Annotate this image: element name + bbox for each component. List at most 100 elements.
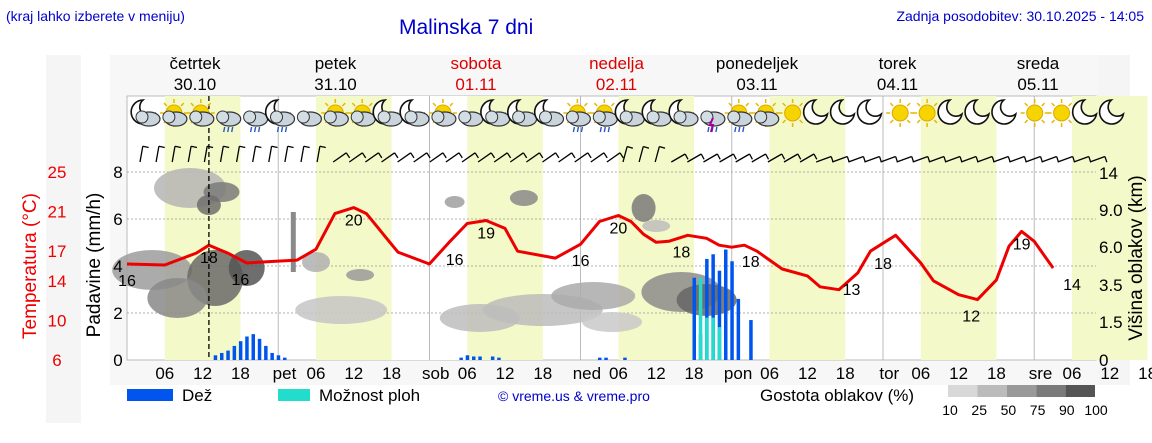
- storm-bar: [698, 277, 703, 360]
- wind-barb-shaft: [461, 152, 476, 163]
- wind-barb: [526, 152, 544, 163]
- wind-barb-feather: [377, 152, 383, 159]
- temp-label: 18: [673, 244, 691, 261]
- temp-label: 16: [572, 253, 590, 270]
- sun-ray: [799, 119, 804, 124]
- temp-label: 20: [345, 213, 363, 230]
- moon-icon: [802, 99, 829, 125]
- raindrop: [249, 126, 253, 133]
- x-tick: 18: [1138, 364, 1152, 383]
- wind-barb-shaft: [332, 152, 347, 163]
- wind-barb-feather: [474, 152, 479, 159]
- rain-bar: [724, 249, 728, 360]
- raindrop: [280, 126, 284, 133]
- cloud-scale-swatch: [1065, 385, 1095, 397]
- sun-ray: [1051, 102, 1056, 107]
- x-tick: 06: [1063, 364, 1082, 383]
- cloud-icon: [485, 110, 499, 124]
- x-tick: 12: [1100, 364, 1119, 383]
- wind-barb-shaft: [413, 152, 428, 163]
- wind-barb: [348, 152, 367, 163]
- x-tick: 06: [760, 364, 779, 383]
- wind-barb-shaft: [880, 155, 896, 163]
- temp-tick: 21: [48, 203, 67, 222]
- wind-barb-shaft: [719, 153, 734, 163]
- rain-bar: [270, 352, 274, 360]
- wind-barb: [445, 152, 463, 163]
- cloud-icon: [458, 110, 472, 124]
- wind-barb-shaft: [155, 146, 160, 163]
- wind-barb-feather: [271, 145, 278, 149]
- day-date: 02.11: [596, 75, 637, 94]
- x-tick: tor: [879, 364, 899, 383]
- moon-icon: [856, 99, 883, 125]
- cloud-scale-swatch: [1006, 385, 1037, 397]
- wind-barb: [397, 152, 415, 163]
- sun-cloud-rain-icon: [724, 99, 753, 133]
- wind-barb-feather: [345, 152, 351, 159]
- sun-icon: [1053, 104, 1071, 122]
- wind-barb: [1089, 155, 1108, 163]
- wind-barb-feather: [190, 145, 198, 149]
- wind-barb: [670, 153, 689, 163]
- cloud-scale-swatch: [1036, 385, 1066, 397]
- wind-barb-feather: [522, 152, 528, 159]
- daytime-band: [769, 96, 846, 360]
- wind-barb-feather: [643, 145, 650, 149]
- cloud-icon: [673, 110, 687, 124]
- wind-barb-feather: [410, 152, 415, 159]
- x-tick: 12: [193, 364, 212, 383]
- wind-barb-feather: [442, 152, 447, 159]
- wind-barb-feather: [223, 145, 230, 149]
- sun-ray: [190, 102, 195, 107]
- storm-bar: [705, 317, 709, 360]
- sun-ray: [1068, 102, 1073, 107]
- sun-icon: [1047, 99, 1076, 127]
- sun-icon: [891, 104, 909, 122]
- wind-barb-shaft: [799, 153, 815, 163]
- wind-barb-feather: [748, 153, 753, 160]
- cloud-area: [346, 269, 375, 281]
- moon-cloud-rain-icon: [264, 99, 296, 133]
- x-tick: 18: [836, 364, 855, 383]
- wind-barb: [542, 152, 560, 163]
- wind-barb-feather: [684, 153, 689, 160]
- cloud-scale-label: 100: [1084, 402, 1108, 418]
- temp-tick: 14: [48, 272, 67, 291]
- raindrop: [607, 126, 610, 133]
- wind-barb-shaft: [783, 153, 799, 163]
- x-tick: 12: [647, 364, 666, 383]
- cloud-height-tick: 9.0: [1099, 201, 1123, 220]
- sun-ray: [583, 102, 588, 107]
- x-tick: 18: [533, 364, 552, 383]
- rain-bar: [283, 357, 287, 360]
- x-tick: 12: [949, 364, 968, 383]
- wind-barb-shaft: [574, 152, 589, 163]
- wind-barb-feather: [361, 152, 367, 159]
- cloud-icon: [565, 110, 579, 124]
- wind-barb: [139, 145, 149, 163]
- wind-barb: [332, 152, 351, 163]
- temp-tick: 17: [48, 242, 67, 261]
- raindrop: [231, 126, 234, 133]
- wind-barb: [751, 153, 770, 163]
- wind-barb-shaft: [735, 153, 750, 163]
- wind-barb: [767, 153, 786, 163]
- cloud-area: [642, 220, 671, 232]
- cloud-scale-label: 25: [971, 402, 987, 418]
- wind-barb-feather: [255, 145, 262, 149]
- legend-storm-label: Možnost ploh: [319, 386, 420, 405]
- sun-cloud-rain-icon: [563, 99, 592, 133]
- sun-icon: [1020, 99, 1049, 127]
- sun-ray: [610, 102, 615, 107]
- wind-barb-shaft: [252, 146, 257, 163]
- wind-barb-feather: [765, 153, 770, 160]
- temp-tick: 6: [52, 351, 61, 370]
- sun-ray: [889, 119, 894, 124]
- wind-barb-shaft: [316, 146, 321, 163]
- rain-bar: [257, 338, 262, 360]
- temp-label: 20: [610, 221, 628, 238]
- sun-icon: [886, 99, 915, 127]
- precip-tick: 2: [113, 304, 122, 323]
- rain-bar: [213, 355, 218, 360]
